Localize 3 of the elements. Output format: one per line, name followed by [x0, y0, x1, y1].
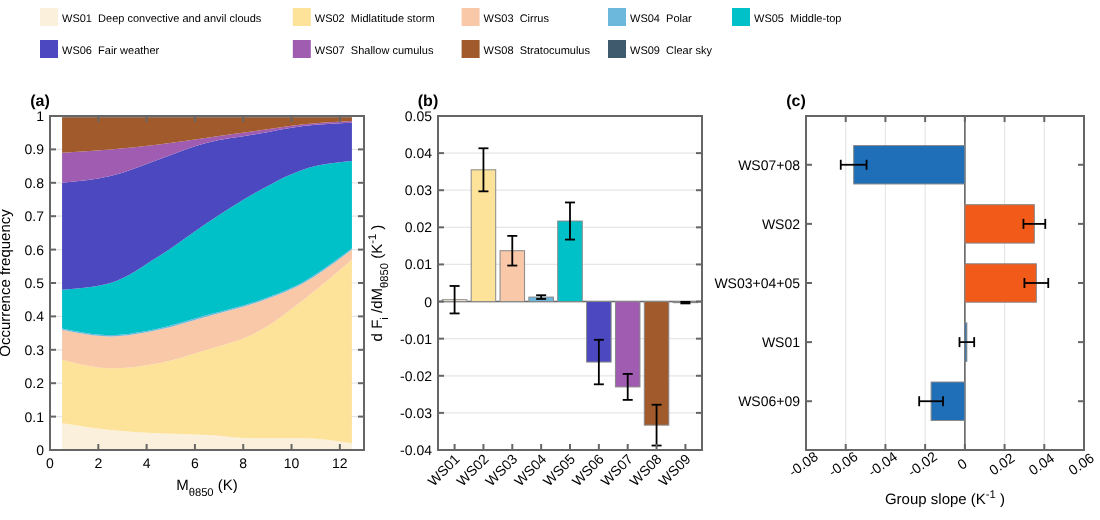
- chart-title: (a): [30, 92, 51, 110]
- chart-title: (b): [417, 92, 439, 110]
- chart-title: (c): [786, 92, 807, 110]
